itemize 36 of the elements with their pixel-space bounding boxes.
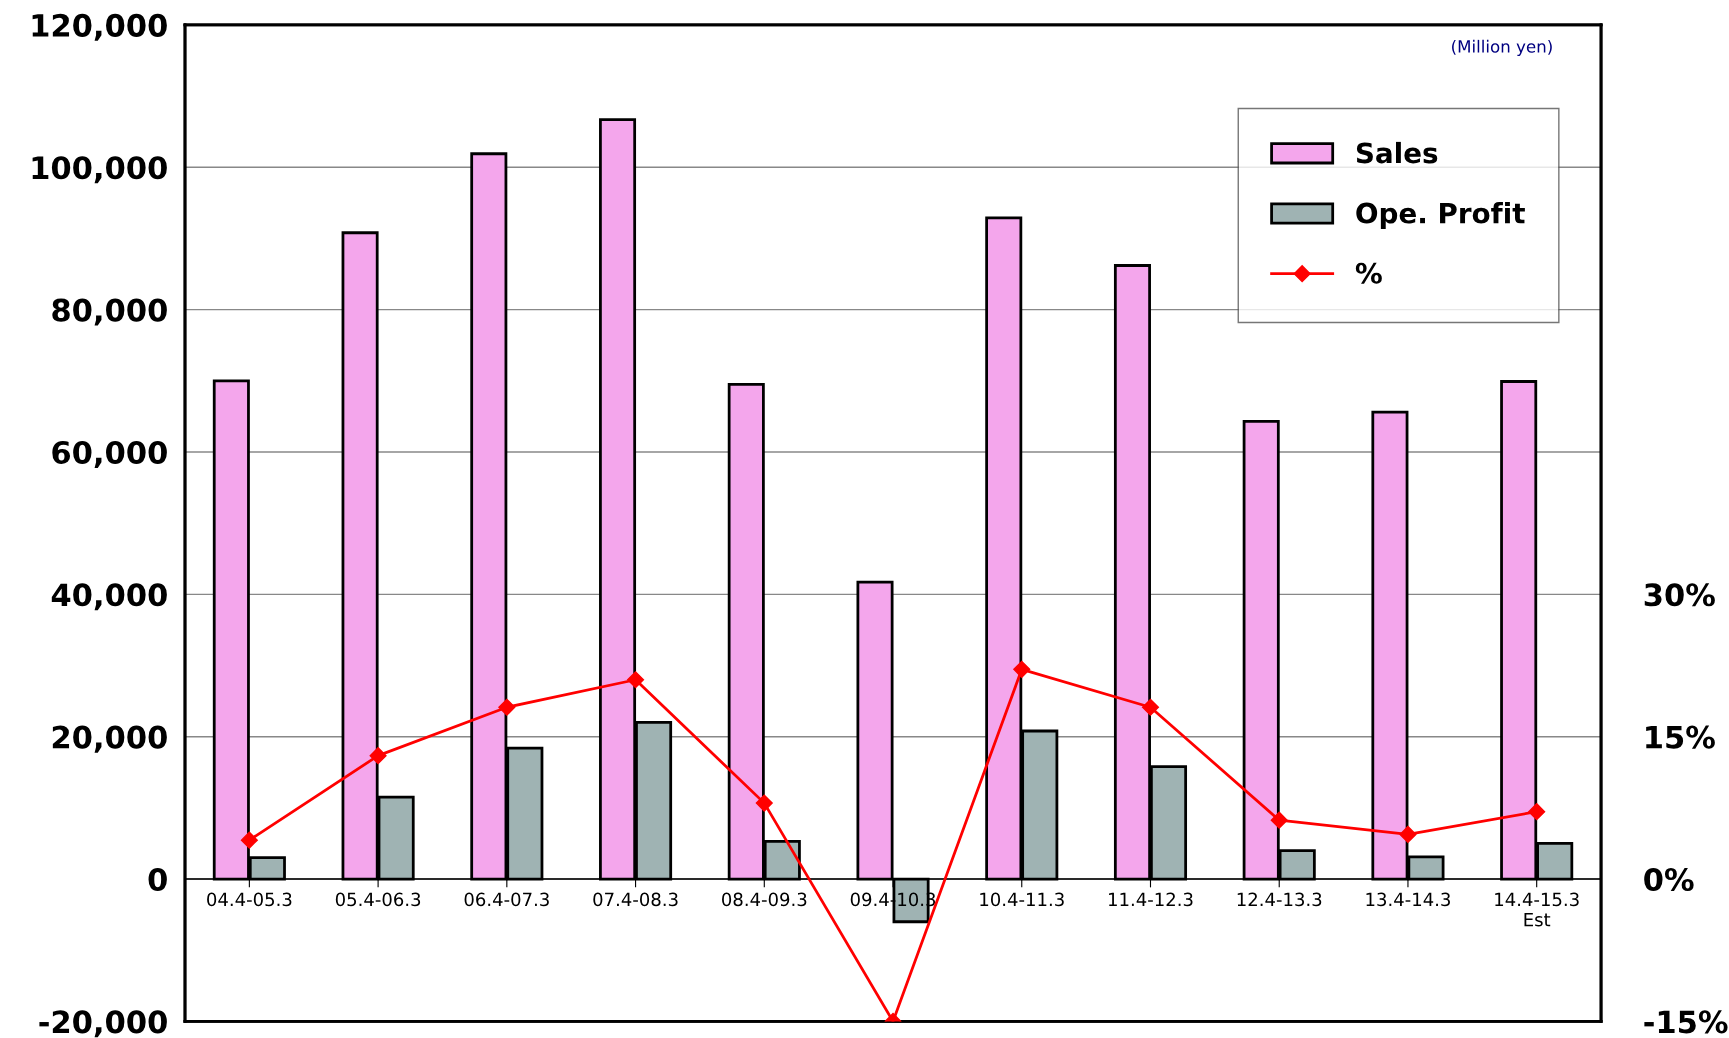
- x-tick-label: 08.4-09.3: [722, 892, 807, 907]
- x-tick-label: 05.4-06.3: [335, 892, 421, 907]
- y-tick-label: 40,000: [51, 583, 167, 611]
- y2-tick-label: 15%: [1646, 725, 1715, 749]
- y-tick-label: 0: [148, 867, 167, 892]
- y-tick-label: 20,000: [52, 725, 167, 753]
- point: [755, 794, 773, 812]
- x-tick-label: 06.4-07.3: [464, 892, 549, 907]
- point: [240, 831, 258, 849]
- y-tick-label: 80,000: [52, 298, 167, 326]
- legend-label: %: [1355, 262, 1382, 284]
- annotation: (Million yen): [1452, 39, 1552, 56]
- legend-label: Sales: [1356, 141, 1438, 164]
- y-tick-label: 120,000: [32, 13, 167, 41]
- x-tick-label: 13.4-14.3: [1366, 892, 1450, 907]
- point: [1270, 811, 1288, 829]
- y2-tick-label: -15%: [1644, 1010, 1728, 1034]
- x-tick-label: 04.4-05.3: [207, 892, 292, 907]
- legend-label: Ope. Profit: [1356, 202, 1525, 229]
- point: [498, 698, 516, 716]
- x-tick-label: 14.4-15.3 Est: [1495, 892, 1579, 927]
- point: [1399, 825, 1417, 843]
- x-tick-label: 12.4-13.3: [1237, 892, 1322, 907]
- point: [627, 671, 645, 689]
- point: [369, 747, 387, 765]
- y-tick-label: -20,000: [39, 1010, 167, 1038]
- y-tick-label: 60,000: [52, 440, 167, 468]
- y-tick-label: 100,000: [32, 156, 167, 184]
- point: [1013, 660, 1031, 678]
- x-tick-label: 11.4-12.3: [1109, 892, 1193, 907]
- point: [1141, 698, 1160, 716]
- y2-tick-label: 30%: [1644, 583, 1715, 607]
- x-tick-label: 10.4-11.3: [980, 892, 1064, 907]
- x-tick-label: 07.4-08.3: [593, 892, 678, 907]
- point: [1528, 803, 1546, 821]
- y2-tick-label: 0%: [1644, 867, 1694, 892]
